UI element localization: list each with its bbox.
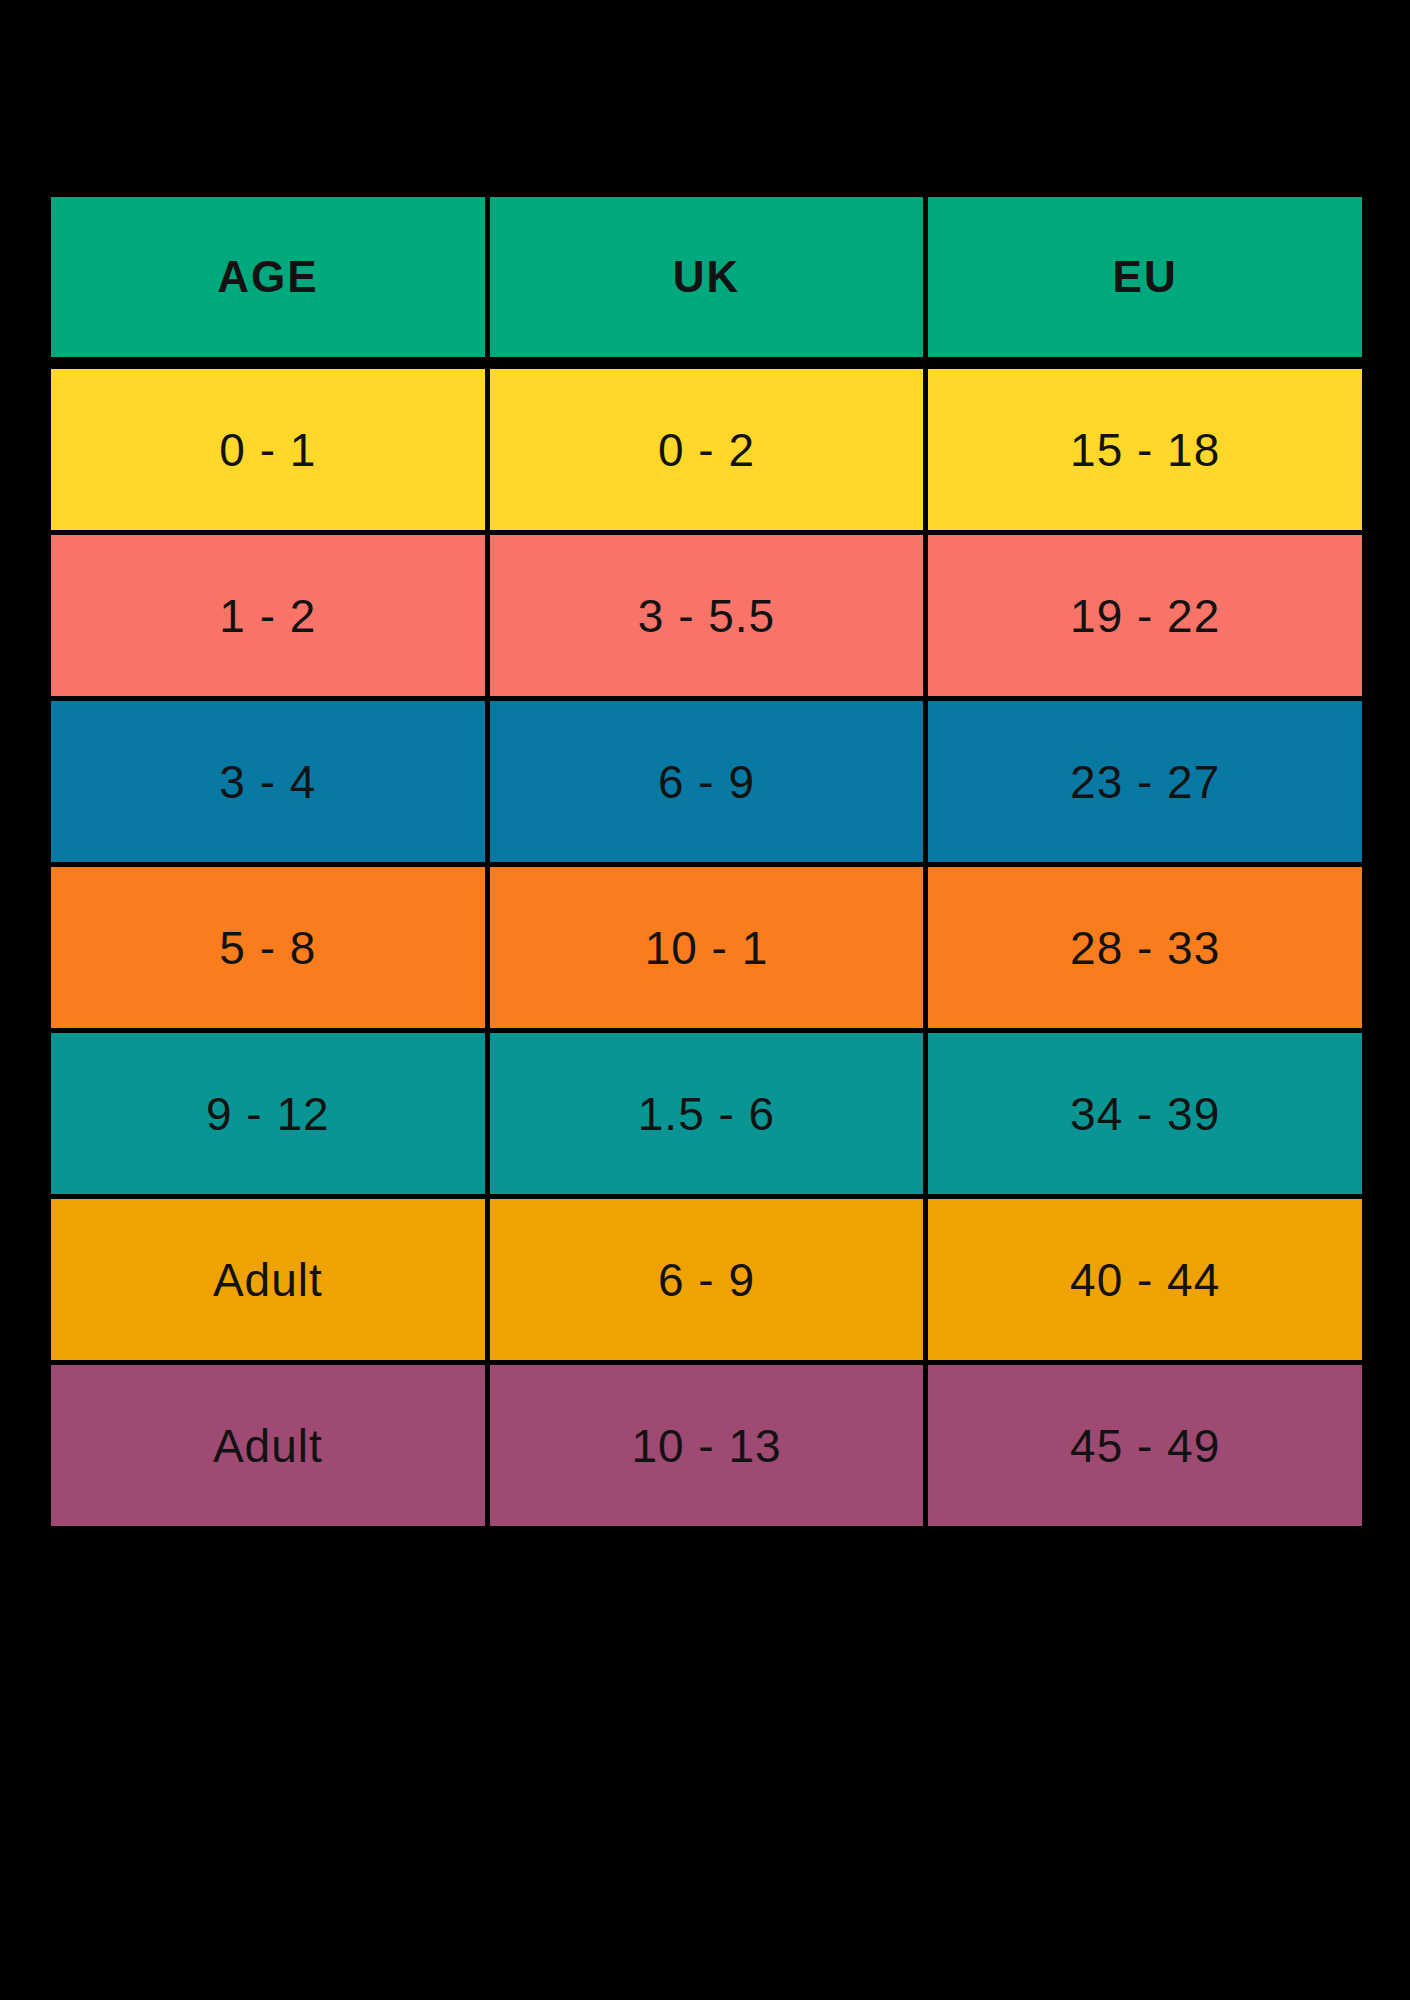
cell-eu: 19 - 22 (928, 535, 1362, 696)
size-chart-table: AGEUKEU 0 - 10 - 215 - 181 - 23 - 5.519 … (51, 197, 1362, 1526)
cell-age: 1 - 2 (51, 535, 485, 696)
cell-uk: 6 - 9 (490, 701, 924, 862)
table-body: 0 - 10 - 215 - 181 - 23 - 5.519 - 223 - … (51, 369, 1362, 1526)
cell-eu: 28 - 33 (928, 867, 1362, 1028)
cell-age: Adult (51, 1199, 485, 1360)
column-header-eu: EU (928, 197, 1362, 357)
cell-eu: 23 - 27 (928, 701, 1362, 862)
table-row: 5 - 810 - 128 - 33 (51, 867, 1362, 1028)
table-header-row: AGEUKEU (51, 197, 1362, 357)
cell-age: Adult (51, 1365, 485, 1526)
cell-age: 3 - 4 (51, 701, 485, 862)
cell-age: 5 - 8 (51, 867, 485, 1028)
table-row: 3 - 46 - 923 - 27 (51, 701, 1362, 862)
page: AGEUKEU 0 - 10 - 215 - 181 - 23 - 5.519 … (0, 0, 1410, 2000)
table-row: Adult6 - 940 - 44 (51, 1199, 1362, 1360)
cell-eu: 34 - 39 (928, 1033, 1362, 1194)
cell-uk: 6 - 9 (490, 1199, 924, 1360)
cell-uk: 10 - 13 (490, 1365, 924, 1526)
table-row: 0 - 10 - 215 - 18 (51, 369, 1362, 530)
cell-age: 0 - 1 (51, 369, 485, 530)
cell-eu: 40 - 44 (928, 1199, 1362, 1360)
column-header-age: AGE (51, 197, 485, 357)
table-row: Adult10 - 1345 - 49 (51, 1365, 1362, 1526)
cell-uk: 0 - 2 (490, 369, 924, 530)
table-row: 1 - 23 - 5.519 - 22 (51, 535, 1362, 696)
column-header-uk: UK (490, 197, 924, 357)
cell-uk: 3 - 5.5 (490, 535, 924, 696)
table-row: 9 - 121.5 - 634 - 39 (51, 1033, 1362, 1194)
cell-uk: 1.5 - 6 (490, 1033, 924, 1194)
cell-eu: 45 - 49 (928, 1365, 1362, 1526)
cell-uk: 10 - 1 (490, 867, 924, 1028)
cell-age: 9 - 12 (51, 1033, 485, 1194)
cell-eu: 15 - 18 (928, 369, 1362, 530)
